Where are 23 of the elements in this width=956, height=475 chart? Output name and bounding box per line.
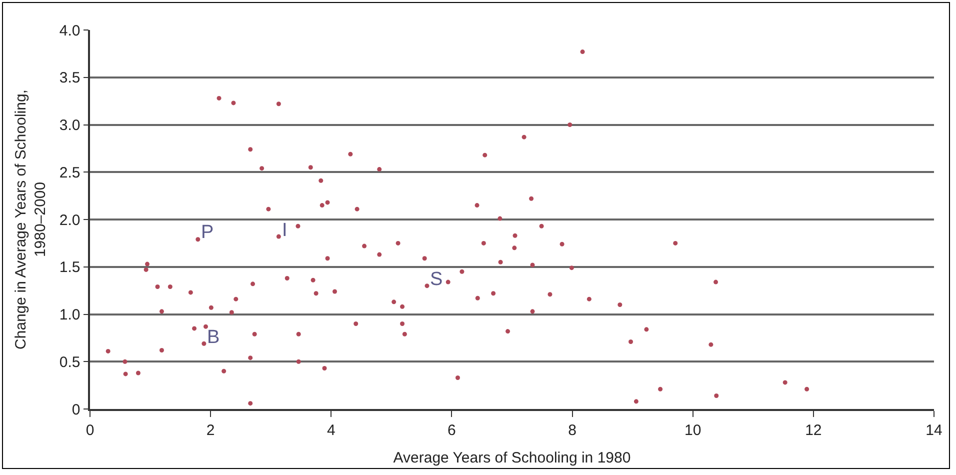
- x-tick-label: 8: [568, 422, 576, 439]
- y-tick-label: 0: [72, 401, 80, 418]
- y-tick-label: 3.5: [59, 70, 80, 87]
- x-tick-label: 10: [684, 422, 702, 439]
- annotation: S: [430, 269, 443, 290]
- x-tick-label: 12: [805, 422, 822, 439]
- annotation: P: [201, 222, 214, 243]
- y-tick-label: 1.0: [59, 306, 80, 324]
- y-tick-label: 3.0: [59, 117, 80, 134]
- annotation: I: [282, 220, 288, 241]
- x-tick-label: 6: [448, 422, 456, 439]
- y-tick-label: 4.0: [59, 22, 80, 40]
- y-tick-label: 2.5: [59, 164, 80, 182]
- y-tick-label: 1.5: [59, 259, 80, 276]
- x-tick-label: 0: [86, 422, 94, 439]
- y-tick-label: 2.0: [59, 212, 80, 229]
- x-tick-label: 2: [206, 422, 215, 439]
- x-tick-label: 4: [326, 422, 336, 439]
- x-tick-label: 14: [926, 422, 942, 439]
- annotation: B: [207, 327, 220, 348]
- y-tick-label: 0.5: [59, 354, 80, 371]
- x-axis-title: Average Years of Schooling in 1980: [393, 449, 631, 466]
- y-axis-title: Change in Average Years of Schooling, 1980–2000: [12, 90, 50, 350]
